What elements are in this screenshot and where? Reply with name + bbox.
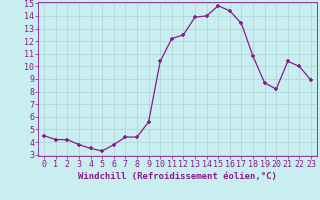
X-axis label: Windchill (Refroidissement éolien,°C): Windchill (Refroidissement éolien,°C) <box>78 172 277 181</box>
